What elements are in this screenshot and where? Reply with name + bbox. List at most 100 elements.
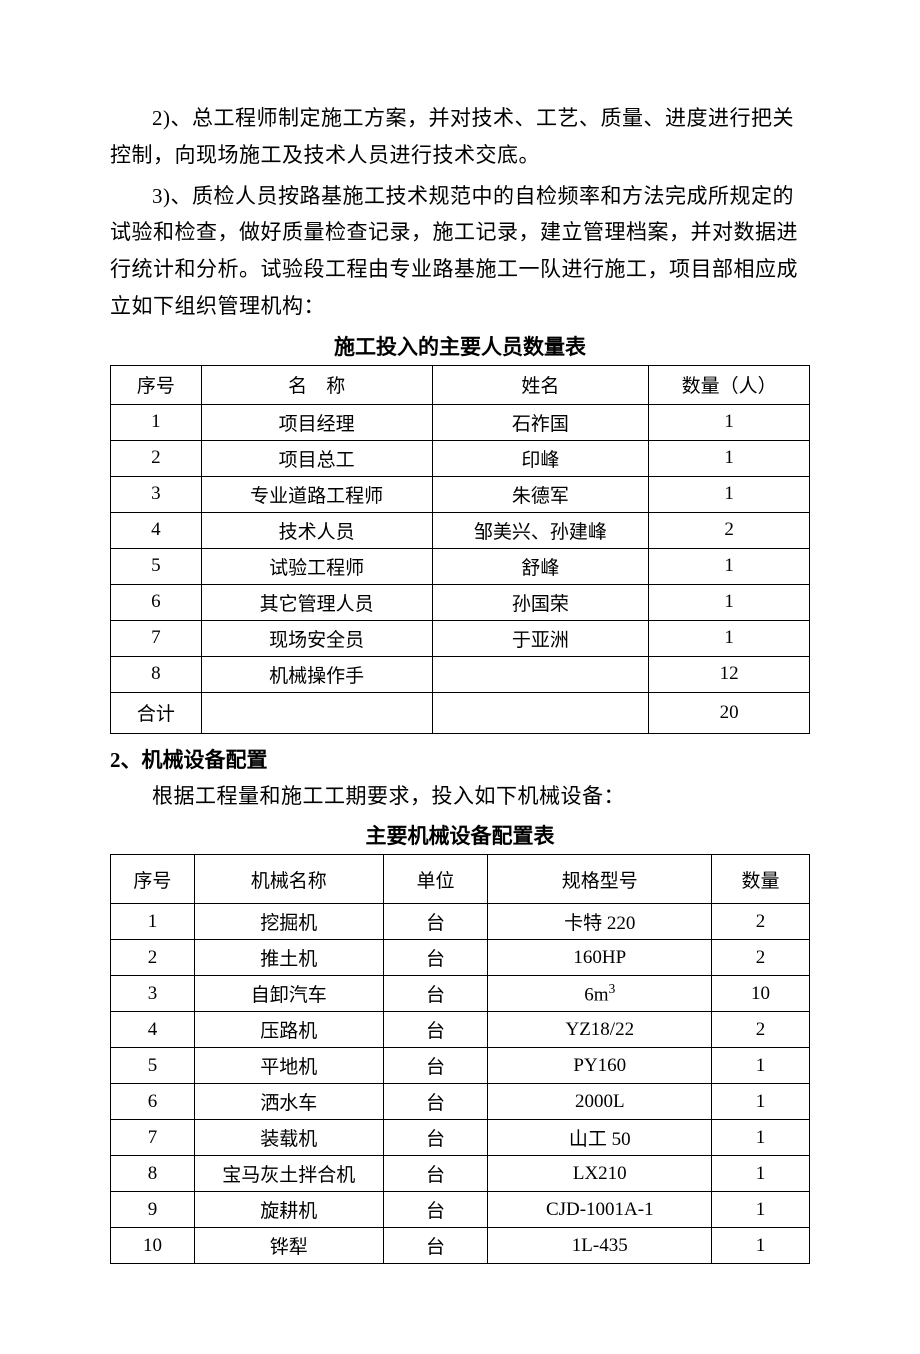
table-row: 5试验工程师舒峰1	[111, 548, 810, 584]
table-row: 6其它管理人员孙国荣1	[111, 584, 810, 620]
cell-unit: 台	[383, 1012, 488, 1048]
cell-spec: CJD-1001A-1	[488, 1192, 712, 1228]
cell-name: 石祚国	[432, 404, 649, 440]
cell-no: 4	[111, 1012, 195, 1048]
table-row: 3专业道路工程师朱德军1	[111, 476, 810, 512]
cell-name: 压路机	[194, 1012, 383, 1048]
total-label: 合计	[111, 692, 202, 733]
table-row: 1项目经理石祚国1	[111, 404, 810, 440]
cell-name: 平地机	[194, 1048, 383, 1084]
col-header-role: 名 称	[201, 365, 432, 404]
cell-qty: 2	[649, 512, 810, 548]
personnel-table-title: 施工投入的主要人员数量表	[110, 331, 810, 361]
cell-name: 宝马灰土拌合机	[194, 1156, 383, 1192]
cell-name: 铧犁	[194, 1228, 383, 1264]
cell-spec: LX210	[488, 1156, 712, 1192]
cell-no: 1	[111, 904, 195, 940]
cell-name: 孙国荣	[432, 584, 649, 620]
cell-qty: 1	[649, 584, 810, 620]
cell-name: 推土机	[194, 940, 383, 976]
equipment-table: 序号 机械名称 单位 规格型号 数量 1挖掘机台卡特 22022推土机台160H…	[110, 854, 810, 1264]
cell-spec: 山工 50	[488, 1120, 712, 1156]
col-header-unit: 单位	[383, 855, 488, 904]
cell-no: 5	[111, 548, 202, 584]
cell-name: 邹美兴、孙建峰	[432, 512, 649, 548]
cell-qty: 1	[712, 1156, 810, 1192]
cell-qty: 1	[712, 1048, 810, 1084]
col-header-no: 序号	[111, 365, 202, 404]
cell-qty: 2	[712, 940, 810, 976]
col-header-spec: 规格型号	[488, 855, 712, 904]
paragraph-2: 2)、总工程师制定施工方案，并对技术、工艺、质量、进度进行把关控制，向现场施工及…	[110, 100, 810, 174]
cell-spec: 1L-435	[488, 1228, 712, 1264]
cell-name: 挖掘机	[194, 904, 383, 940]
cell-name: 洒水车	[194, 1084, 383, 1120]
cell-role: 技术人员	[201, 512, 432, 548]
cell-no: 1	[111, 404, 202, 440]
cell-name: 舒峰	[432, 548, 649, 584]
cell-no: 5	[111, 1048, 195, 1084]
table-header-row: 序号 名 称 姓名 数量（人）	[111, 365, 810, 404]
col-header-qty: 数量（人）	[649, 365, 810, 404]
cell-no: 2	[111, 440, 202, 476]
cell-name: 于亚洲	[432, 620, 649, 656]
cell-spec: 160HP	[488, 940, 712, 976]
cell-unit: 台	[383, 904, 488, 940]
cell-name: 装载机	[194, 1120, 383, 1156]
personnel-table: 序号 名 称 姓名 数量（人） 1项目经理石祚国12项目总工印峰13专业道路工程…	[110, 365, 810, 734]
table-total-row: 合计 20	[111, 692, 810, 733]
section-2-intro: 根据工程量和施工工期要求，投入如下机械设备：	[110, 778, 810, 815]
table-row: 8宝马灰土拌合机台LX2101	[111, 1156, 810, 1192]
cell-role: 试验工程师	[201, 548, 432, 584]
table-header-row: 序号 机械名称 单位 规格型号 数量	[111, 855, 810, 904]
table-row: 3自卸汽车台6m310	[111, 976, 810, 1012]
cell-name: 自卸汽车	[194, 976, 383, 1012]
cell-unit: 台	[383, 1192, 488, 1228]
cell-qty: 10	[712, 976, 810, 1012]
table-row: 5平地机台PY1601	[111, 1048, 810, 1084]
cell-name	[432, 656, 649, 692]
cell-unit: 台	[383, 1084, 488, 1120]
cell-spec: PY160	[488, 1048, 712, 1084]
total-qty: 20	[649, 692, 810, 733]
cell-qty: 1	[712, 1084, 810, 1120]
cell-no: 7	[111, 1120, 195, 1156]
cell-no: 6	[111, 1084, 195, 1120]
cell-spec: 6m3	[488, 976, 712, 1012]
table-row: 1挖掘机台卡特 2202	[111, 904, 810, 940]
cell-no: 8	[111, 1156, 195, 1192]
cell-unit: 台	[383, 1228, 488, 1264]
table-row: 4压路机台YZ18/222	[111, 1012, 810, 1048]
cell-no: 10	[111, 1228, 195, 1264]
cell-spec: 2000L	[488, 1084, 712, 1120]
cell-qty: 1	[712, 1120, 810, 1156]
cell-qty: 2	[712, 904, 810, 940]
cell-unit: 台	[383, 1156, 488, 1192]
empty-cell	[201, 692, 432, 733]
cell-unit: 台	[383, 1120, 488, 1156]
cell-spec: YZ18/22	[488, 1012, 712, 1048]
col-header-name: 机械名称	[194, 855, 383, 904]
table-row: 10铧犁台1L-4351	[111, 1228, 810, 1264]
cell-qty: 1	[649, 440, 810, 476]
cell-no: 3	[111, 976, 195, 1012]
table-row: 7现场安全员于亚洲1	[111, 620, 810, 656]
cell-qty: 2	[712, 1012, 810, 1048]
cell-role: 现场安全员	[201, 620, 432, 656]
cell-no: 7	[111, 620, 202, 656]
cell-qty: 12	[649, 656, 810, 692]
cell-name: 朱德军	[432, 476, 649, 512]
cell-no: 8	[111, 656, 202, 692]
cell-role: 专业道路工程师	[201, 476, 432, 512]
col-header-qty: 数量	[712, 855, 810, 904]
table-row: 4技术人员邹美兴、孙建峰2	[111, 512, 810, 548]
cell-no: 9	[111, 1192, 195, 1228]
table-row: 2推土机台160HP2	[111, 940, 810, 976]
cell-qty: 1	[712, 1192, 810, 1228]
cell-spec: 卡特 220	[488, 904, 712, 940]
equipment-table-title: 主要机械设备配置表	[110, 820, 810, 850]
cell-name: 旋耕机	[194, 1192, 383, 1228]
table-row: 7装载机台山工 501	[111, 1120, 810, 1156]
cell-qty: 1	[649, 620, 810, 656]
cell-qty: 1	[649, 476, 810, 512]
